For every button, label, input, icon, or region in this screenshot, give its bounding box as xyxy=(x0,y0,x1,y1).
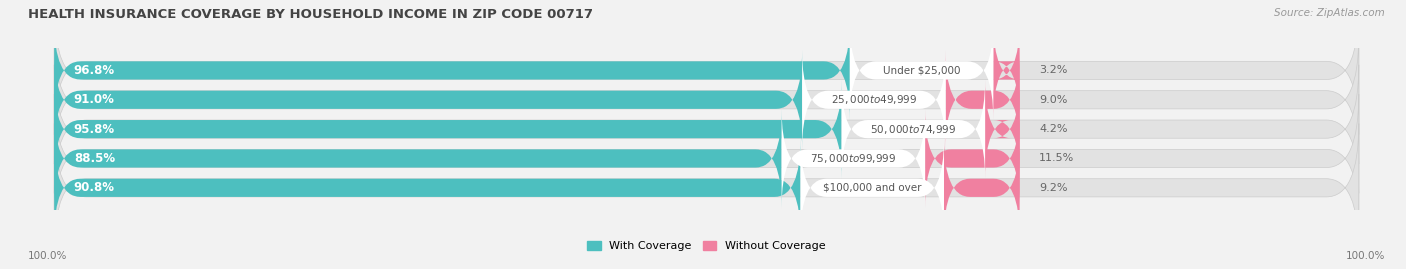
Legend: With Coverage, Without Coverage: With Coverage, Without Coverage xyxy=(583,236,830,256)
Text: 9.0%: 9.0% xyxy=(1039,95,1067,105)
Text: 4.2%: 4.2% xyxy=(1039,124,1067,134)
Text: 96.8%: 96.8% xyxy=(73,64,115,77)
FancyBboxPatch shape xyxy=(849,21,993,120)
FancyBboxPatch shape xyxy=(993,21,1019,120)
Text: Under $25,000: Under $25,000 xyxy=(883,65,960,75)
FancyBboxPatch shape xyxy=(55,36,1358,164)
FancyBboxPatch shape xyxy=(55,109,782,208)
FancyBboxPatch shape xyxy=(55,94,1358,223)
Text: $75,000 to $99,999: $75,000 to $99,999 xyxy=(810,152,897,165)
Text: 100.0%: 100.0% xyxy=(28,251,67,261)
FancyBboxPatch shape xyxy=(986,80,1019,179)
Text: 95.8%: 95.8% xyxy=(73,123,115,136)
FancyBboxPatch shape xyxy=(943,138,1019,238)
FancyBboxPatch shape xyxy=(55,50,803,149)
FancyBboxPatch shape xyxy=(946,50,1019,149)
FancyBboxPatch shape xyxy=(782,109,925,208)
FancyBboxPatch shape xyxy=(925,109,1019,208)
Text: 3.2%: 3.2% xyxy=(1039,65,1067,75)
Text: $25,000 to $49,999: $25,000 to $49,999 xyxy=(831,93,917,106)
FancyBboxPatch shape xyxy=(55,6,1358,135)
Text: 100.0%: 100.0% xyxy=(1346,251,1385,261)
FancyBboxPatch shape xyxy=(55,80,842,179)
Text: 88.5%: 88.5% xyxy=(73,152,115,165)
FancyBboxPatch shape xyxy=(55,138,800,238)
Text: 11.5%: 11.5% xyxy=(1039,154,1074,164)
FancyBboxPatch shape xyxy=(55,123,1358,252)
FancyBboxPatch shape xyxy=(800,138,943,238)
Text: 91.0%: 91.0% xyxy=(73,93,115,106)
FancyBboxPatch shape xyxy=(55,21,849,120)
FancyBboxPatch shape xyxy=(55,65,1358,193)
FancyBboxPatch shape xyxy=(803,50,946,149)
Text: HEALTH INSURANCE COVERAGE BY HOUSEHOLD INCOME IN ZIP CODE 00717: HEALTH INSURANCE COVERAGE BY HOUSEHOLD I… xyxy=(28,8,593,21)
Text: 9.2%: 9.2% xyxy=(1039,183,1067,193)
Text: 90.8%: 90.8% xyxy=(73,181,115,194)
FancyBboxPatch shape xyxy=(842,80,986,179)
Text: Source: ZipAtlas.com: Source: ZipAtlas.com xyxy=(1274,8,1385,18)
Text: $50,000 to $74,999: $50,000 to $74,999 xyxy=(870,123,956,136)
Text: $100,000 and over: $100,000 and over xyxy=(823,183,921,193)
